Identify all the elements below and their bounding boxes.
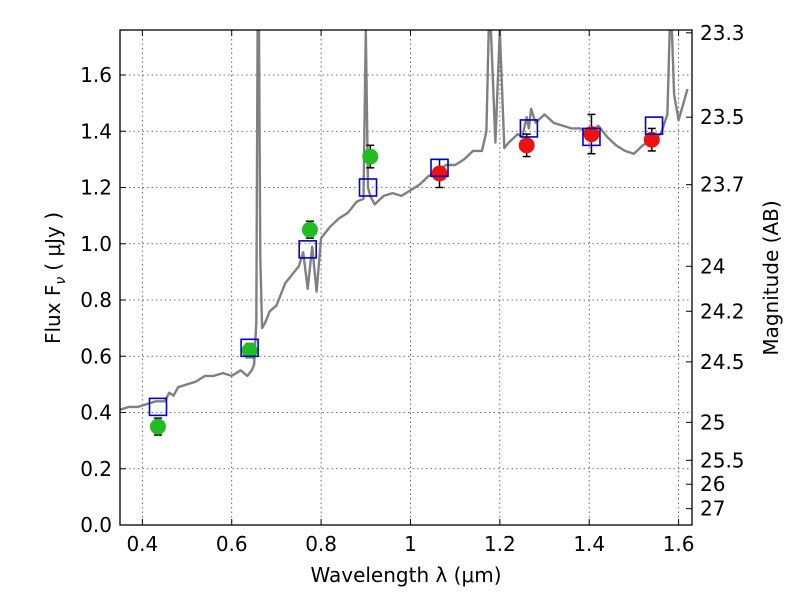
y-tick-label: 0.4 (80, 401, 112, 425)
y2-tick-label: 24.5 (700, 350, 745, 374)
axes-ticks: 0.4 0.6 0.8 1 1.2 1.4 1.6 0.0 0.2 0.4 0.6 0.8 1.0 1.2… (80, 21, 744, 556)
y-tick-label: 0.8 (80, 288, 112, 312)
x-tick-label: 1.6 (663, 532, 695, 556)
y2-tick-label: 23.7 (700, 173, 745, 197)
model-photometry-square (358, 178, 378, 197)
y2-tick-label: 23.5 (700, 105, 745, 129)
x-tick-label: 1.2 (484, 532, 516, 556)
model-photometry-square (519, 119, 539, 138)
x-tick-label: 1.4 (573, 532, 605, 556)
y2-tick-label: 23.3 (700, 21, 745, 45)
model-photometry-square (430, 158, 449, 178)
red-data-point (583, 126, 600, 143)
model-photometry-square (240, 338, 259, 358)
y-axis-label-main: Flux F (41, 285, 65, 344)
red-data-point (431, 165, 448, 182)
x-tick-label: 1 (404, 532, 417, 556)
x-tick-label: 0.8 (305, 532, 337, 556)
model-photometry-square (644, 116, 664, 135)
grid-lines (120, 30, 692, 526)
green-data-point (362, 148, 379, 165)
y2-tick-label: 24.2 (700, 299, 745, 323)
model-spectrum-line (120, 30, 689, 411)
y-tick-label: 0.6 (80, 344, 112, 368)
y-axis-label-units: ( μJy ) (41, 212, 65, 271)
y-axis-label-subscript: ν (53, 277, 69, 285)
plot-area (120, 30, 689, 436)
green-data-point (149, 418, 166, 435)
y2-tick-label: 27 (700, 497, 725, 521)
red-data-point (643, 131, 660, 148)
model-photometry-square (582, 127, 601, 147)
y2-tick-label: 25.5 (700, 448, 745, 472)
x-tick-label: 0.4 (126, 532, 158, 556)
y2-tick-label: 24 (700, 254, 725, 278)
y-tick-label: 1.0 (80, 232, 112, 256)
y-tick-label: 0.0 (80, 513, 112, 537)
y-tick-label: 1.2 (80, 176, 112, 200)
green-data-point (301, 221, 318, 238)
model-photometry-square (148, 397, 168, 417)
y2-tick-label: 26 (700, 472, 725, 496)
red-data-point (518, 137, 535, 154)
y-tick-label: 1.4 (80, 119, 112, 143)
plot-frame (119, 29, 693, 526)
y-tick-label: 1.6 (80, 63, 112, 87)
y2-tick-label: 25 (700, 410, 725, 434)
model-photometry-square (298, 240, 317, 259)
x-tick-label: 0.6 (216, 532, 248, 556)
y-tick-label: 0.2 (80, 457, 112, 481)
green-data-point (241, 342, 258, 359)
x-axis-label: Wavelength λ (μm) (310, 563, 501, 587)
y2-axis-label: Magnitude (AB) (759, 200, 783, 355)
y-axis-label: Flux Fν ( μJy ) (41, 212, 69, 344)
